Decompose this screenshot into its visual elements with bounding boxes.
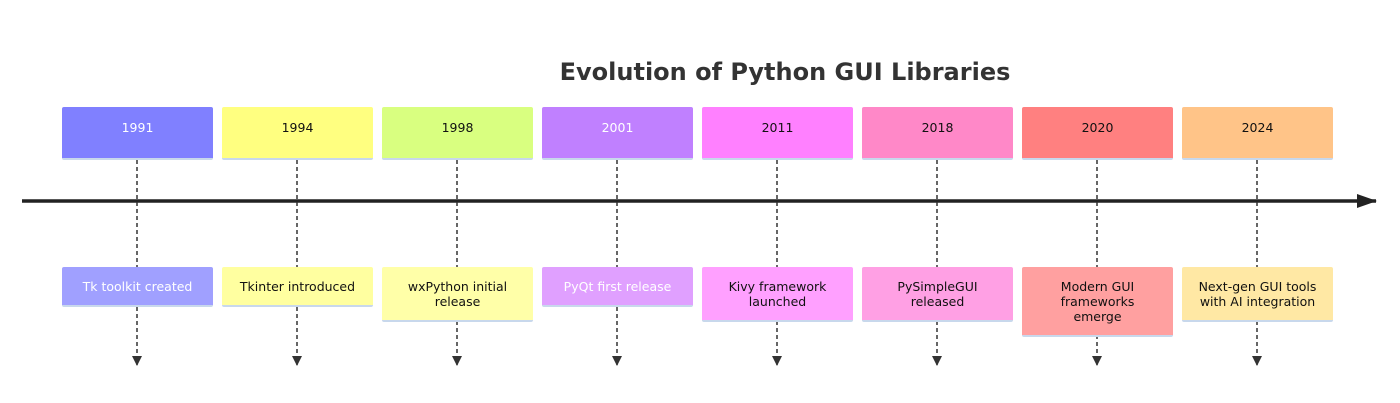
title: Evolution of Python GUI Libraries xyxy=(559,58,1011,86)
event-box: Next-gen GUI tools with AI integration xyxy=(1182,267,1333,322)
event-box: wxPython initial release xyxy=(382,267,533,322)
year-box: 2020 xyxy=(1022,107,1173,160)
event-box: Tkinter introduced xyxy=(222,267,373,307)
year-box: 2001 xyxy=(542,107,693,160)
year-box: 2024 xyxy=(1182,107,1333,160)
event-box: Modern GUI frameworks emerge xyxy=(1022,267,1173,337)
year-box: 1991 xyxy=(62,107,213,160)
year-box: 2018 xyxy=(862,107,1013,160)
year-box: 1994 xyxy=(222,107,373,160)
year-box: 2011 xyxy=(702,107,853,160)
event-box: PyQt first release xyxy=(542,267,693,307)
year-box: 1998 xyxy=(382,107,533,160)
event-box: PySimpleGUI released xyxy=(862,267,1013,322)
event-box: Kivy framework launched xyxy=(702,267,853,322)
event-box: Tk toolkit created xyxy=(62,267,213,307)
